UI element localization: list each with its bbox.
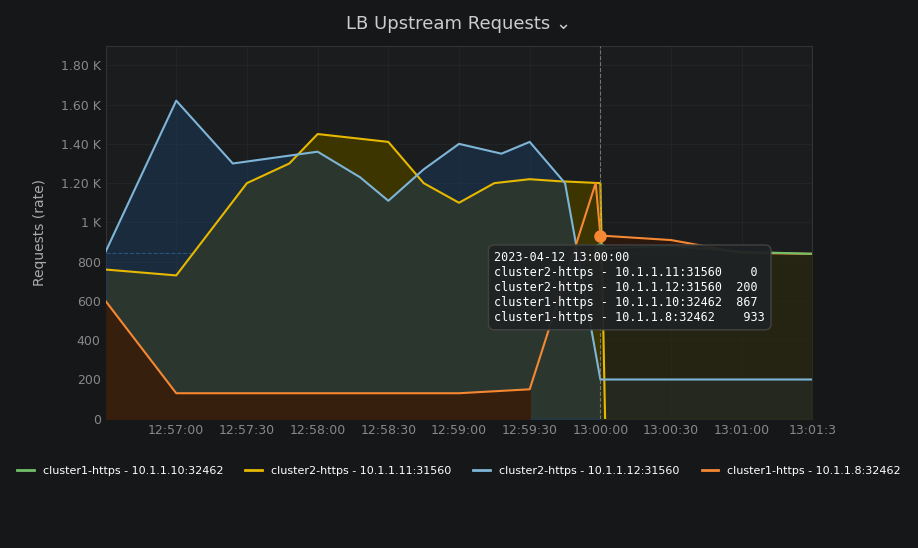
Legend: cluster1-https - 10.1.1.10:32462, cluster2-https - 10.1.1.11:31560, cluster2-htt: cluster1-https - 10.1.1.10:32462, cluste…	[13, 461, 905, 481]
Title: LB Upstream Requests ⌄: LB Upstream Requests ⌄	[346, 15, 572, 33]
Y-axis label: Requests (rate): Requests (rate)	[33, 179, 47, 286]
Text: 2023-04-12 13:00:00
cluster2-https - 10.1.1.11:31560    0
cluster2-https - 10.1.: 2023-04-12 13:00:00 cluster2-https - 10.…	[495, 251, 765, 324]
